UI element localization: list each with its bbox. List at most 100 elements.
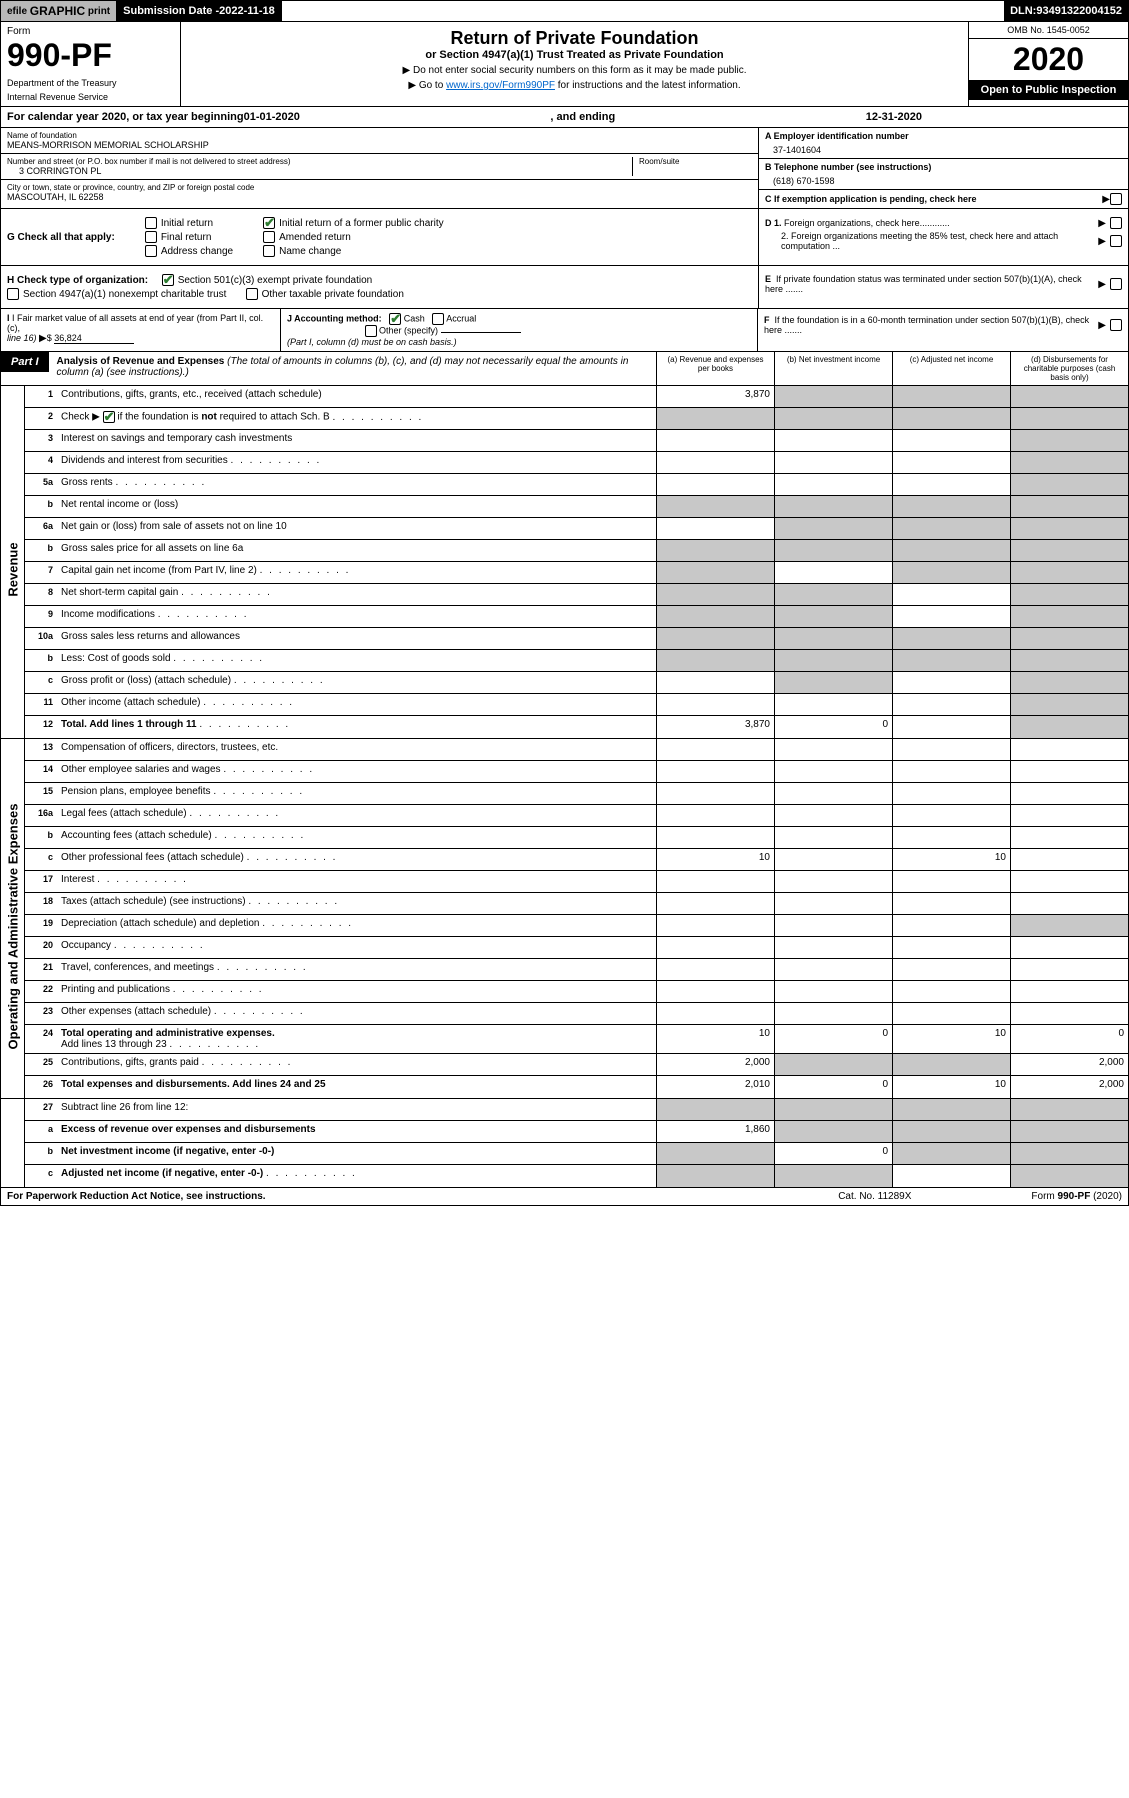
r26-c: 10: [892, 1076, 1010, 1098]
arrow-icon: ▶: [1098, 218, 1106, 229]
cal-mid: , and ending: [300, 111, 866, 123]
r24-a: 10: [656, 1025, 774, 1053]
dln-label: DLN:: [1010, 5, 1036, 17]
expenses-text: Operating and Administrative Expenses: [5, 803, 20, 1049]
form-label: Form: [7, 26, 174, 37]
phone-value: (618) 670-1598: [765, 172, 1122, 186]
arrow-icon: ▶: [1098, 320, 1106, 331]
table-row: 6aNet gain or (loss) from sale of assets…: [25, 518, 1128, 540]
expenses-table: Operating and Administrative Expenses 13…: [0, 739, 1129, 1099]
instr2-pre: ▶ Go to: [408, 80, 446, 91]
j-note: (Part I, column (d) must be on cash basi…: [287, 337, 457, 347]
e-label: If private foundation status was termina…: [765, 274, 1082, 294]
footer-center: Cat. No. 11289X: [838, 1191, 911, 1202]
cash-checkbox[interactable]: [389, 313, 401, 325]
d1-label: Foreign organizations, check here: [784, 218, 920, 228]
city-state-zip: MASCOUTAH, IL 62258: [7, 192, 752, 202]
table-row: bLess: Cost of goods sold: [25, 650, 1128, 672]
table-row: 10aGross sales less returns and allowanc…: [25, 628, 1128, 650]
i-label: I Fair market value of all assets at end…: [7, 313, 263, 333]
f-checkbox[interactable]: [1110, 319, 1122, 331]
table-row: 17Interest: [25, 871, 1128, 893]
accrual-label: Accrual: [446, 313, 476, 323]
addr-change-checkbox[interactable]: [145, 245, 157, 257]
part1-title-wrap: Analysis of Revenue and Expenses (The to…: [49, 352, 656, 382]
dept-treasury: Department of the Treasury: [7, 78, 174, 88]
dept-irs: Internal Revenue Service: [7, 92, 174, 102]
phone-row: B Telephone number (see instructions) (6…: [759, 159, 1128, 190]
instr-link-line: ▶ Go to www.irs.gov/Form990PF for instru…: [187, 80, 962, 91]
cash-label: Cash: [404, 313, 425, 323]
addr-row: Number and street (or P.O. box number if…: [1, 154, 758, 180]
r24-d: 0: [1010, 1025, 1128, 1053]
r24-b: 0: [774, 1025, 892, 1053]
r16c-a: 10: [656, 849, 774, 870]
table-row: 8Net short-term capital gain: [25, 584, 1128, 606]
amended-checkbox[interactable]: [263, 231, 275, 243]
initial-former-checkbox[interactable]: [263, 217, 275, 229]
calendar-year-row: For calendar year 2020, or tax year begi…: [0, 107, 1129, 128]
expenses-rows: 13Compensation of officers, directors, t…: [25, 739, 1128, 1098]
initial-former-label: Initial return of a former public charit…: [279, 218, 444, 229]
dln-value: 93491322004152: [1036, 5, 1122, 17]
irs-link[interactable]: www.irs.gov/Form990PF: [446, 80, 555, 91]
revenue-text: Revenue: [5, 542, 20, 596]
form-title: Return of Private Foundation: [187, 28, 962, 49]
footer-right: Form 990-PF (2020): [1031, 1191, 1122, 1202]
table-row: 16aLegal fees (attach schedule): [25, 805, 1128, 827]
header-center: Return of Private Foundation or Section …: [181, 22, 968, 106]
d2-checkbox[interactable]: [1110, 235, 1122, 247]
r26-a: 2,010: [656, 1076, 774, 1098]
table-row: 4Dividends and interest from securities: [25, 452, 1128, 474]
initial-return-checkbox[interactable]: [145, 217, 157, 229]
h-501c3-label: Section 501(c)(3) exempt private foundat…: [178, 275, 373, 286]
foundation-name: MEANS-MORRISON MEMORIAL SCHOLARSHIP: [7, 140, 752, 150]
r27b-b: 0: [774, 1143, 892, 1164]
other-checkbox[interactable]: [365, 325, 377, 337]
d2-label: 2. Foreign organizations meeting the 85%…: [765, 231, 1094, 251]
table-row: cGross profit or (loss) (attach schedule…: [25, 672, 1128, 694]
e-section: E If private foundation status was termi…: [758, 266, 1128, 308]
col-c-header: (c) Adjusted net income: [892, 352, 1010, 385]
part1-tag: Part I: [1, 352, 49, 372]
revenue-table: Revenue 1Contributions, gifts, grants, e…: [0, 386, 1129, 739]
accrual-checkbox[interactable]: [432, 313, 444, 325]
expenses-side-label: Operating and Administrative Expenses: [1, 739, 25, 1098]
table-row: 11Other income (attach schedule): [25, 694, 1128, 716]
ein-label: A Employer identification number: [765, 131, 1122, 141]
ein-row: A Employer identification number 37-1401…: [759, 128, 1128, 159]
arrow-icon: ▶: [1098, 279, 1106, 290]
table-row: 7Capital gain net income (from Part IV, …: [25, 562, 1128, 584]
addr-label: Number and street (or P.O. box number if…: [7, 157, 632, 166]
efile-print: print: [88, 6, 110, 17]
tax-year: 2020: [969, 39, 1128, 80]
address: 3 CORRINGTON PL: [7, 166, 632, 176]
h-label: H Check type of organization:: [7, 275, 148, 286]
name-label: Name of foundation: [7, 131, 752, 140]
r12-b: 0: [774, 716, 892, 738]
h-other-checkbox[interactable]: [246, 288, 258, 300]
c-checkbox[interactable]: [1110, 193, 1122, 205]
arrow-icon: ▶: [1102, 194, 1110, 205]
table-row: 19Depreciation (attach schedule) and dep…: [25, 915, 1128, 937]
h-4947-label: Section 4947(a)(1) nonexempt charitable …: [23, 289, 226, 300]
table-row: 14Other employee salaries and wages: [25, 761, 1128, 783]
col-d-header: (d) Disbursements for charitable purpose…: [1010, 352, 1128, 385]
g-label: G Check all that apply:: [7, 232, 115, 243]
entity-block: Name of foundation MEANS-MORRISON MEMORI…: [0, 128, 1129, 209]
h-501c3-checkbox[interactable]: [162, 274, 174, 286]
d1-checkbox[interactable]: [1110, 217, 1122, 229]
header-left: Form 990-PF Department of the Treasury I…: [1, 22, 181, 106]
h-4947-checkbox[interactable]: [7, 288, 19, 300]
name-change-checkbox[interactable]: [263, 245, 275, 257]
cal-begin: 01-01-2020: [244, 111, 300, 123]
final-return-checkbox[interactable]: [145, 231, 157, 243]
h-other-label: Other taxable private foundation: [262, 289, 404, 300]
omb-number: OMB No. 1545-0052: [969, 22, 1128, 39]
r27a-a: 1,860: [656, 1121, 774, 1142]
e-checkbox[interactable]: [1110, 278, 1122, 290]
schb-checkbox[interactable]: [103, 411, 115, 423]
r25-d: 2,000: [1010, 1054, 1128, 1075]
exempt-pending-row: C If exemption application is pending, c…: [759, 190, 1128, 208]
r16c-c: 10: [892, 849, 1010, 870]
